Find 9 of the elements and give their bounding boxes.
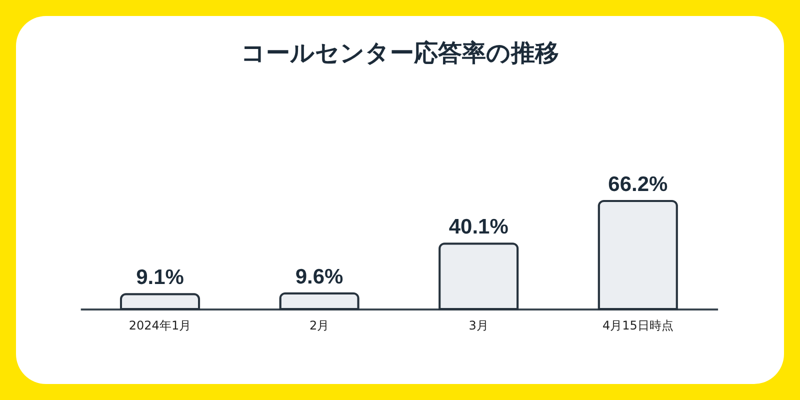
x-tick-label: 2024年1月 [128,318,192,332]
data-label: 66.2% [608,173,668,196]
data-label: 9.6% [295,265,344,288]
chart-title: コールセンター応答率の推移 [241,39,559,67]
x-tick-label: 4月15日時点 [602,318,674,332]
data-label: 40.1% [448,216,509,239]
data-label: 9.1% [136,266,184,290]
x-tick-label: 3月 [468,318,488,332]
x-tick-label: 2月 [309,318,330,332]
